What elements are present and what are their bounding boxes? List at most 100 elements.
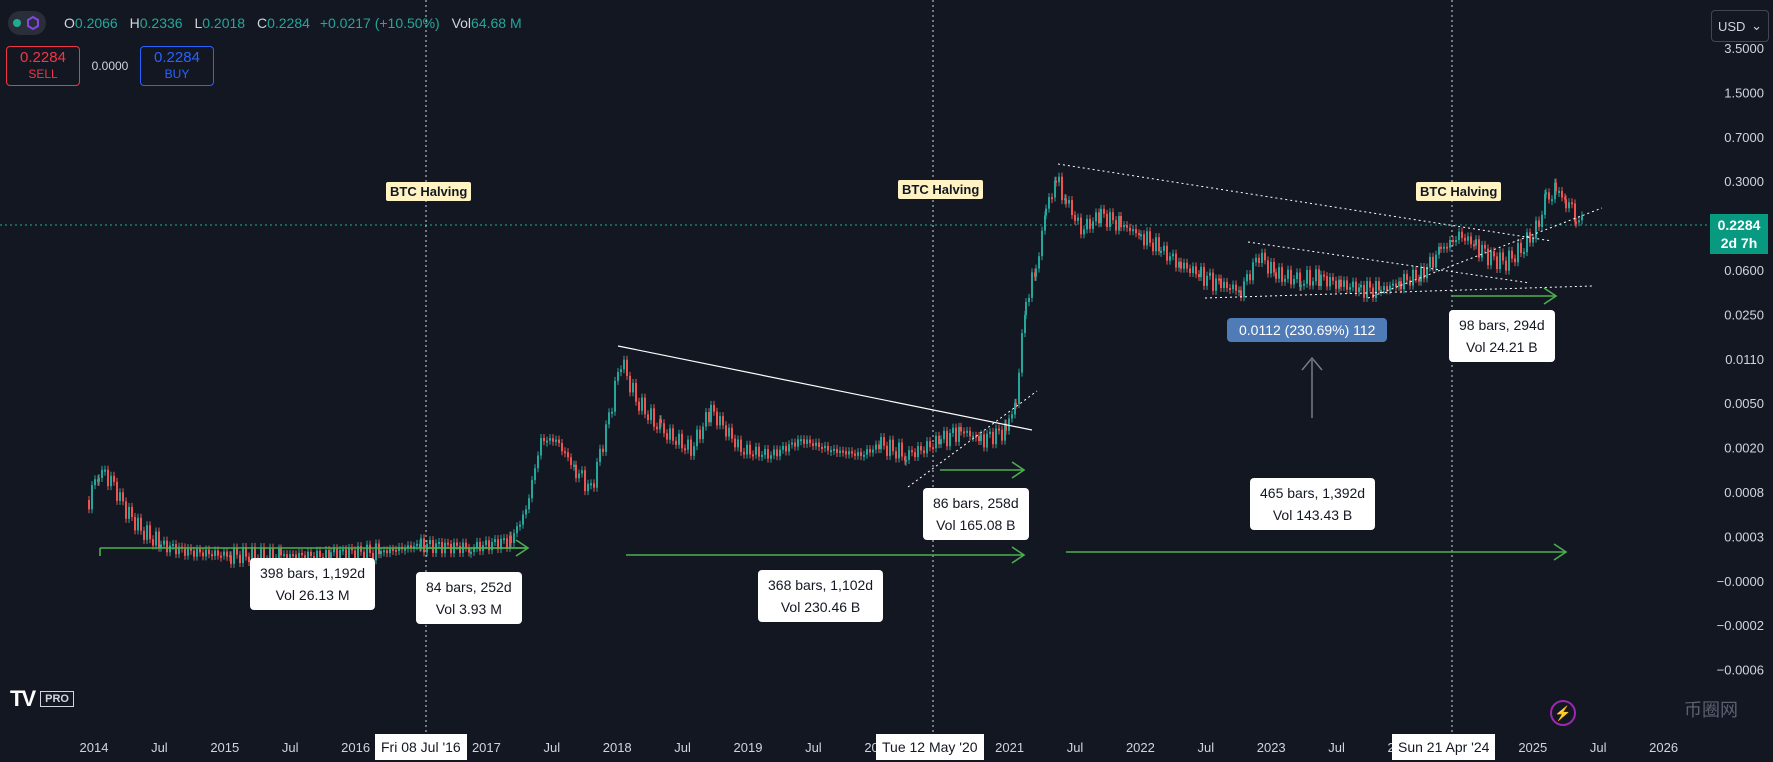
candle-body — [632, 382, 634, 393]
candle-body — [1229, 288, 1231, 291]
measure-label-5[interactable]: 465 bars, 1,392d Vol 143.43 B — [1250, 478, 1376, 530]
candle-body — [681, 433, 683, 449]
symbol-selector[interactable] — [8, 11, 46, 35]
candle-body — [1106, 213, 1108, 227]
candle-body — [378, 543, 380, 555]
volume-value: 64.68 M — [471, 15, 522, 31]
candle-body — [1490, 251, 1492, 266]
candle-body — [1449, 240, 1451, 248]
candle-body — [1293, 279, 1295, 285]
candle-body — [863, 454, 865, 457]
halving-label-2016[interactable]: BTC Halving — [386, 182, 472, 201]
candle-body — [1435, 254, 1437, 268]
candle-body — [672, 428, 674, 441]
open-label: O — [64, 15, 75, 31]
candle-body — [263, 547, 265, 560]
candle-body — [581, 470, 583, 474]
candle-body — [883, 437, 885, 446]
candle-body — [500, 538, 502, 550]
candle-body — [304, 555, 306, 559]
candle-body — [764, 448, 766, 455]
candle-body — [525, 509, 527, 515]
candle-body — [158, 531, 160, 548]
candle-body — [842, 450, 844, 453]
candle-body — [325, 549, 327, 558]
lightning-icon[interactable]: ⚡ — [1550, 700, 1576, 726]
time-tick: 2014 — [80, 740, 109, 755]
candle-body — [650, 408, 652, 421]
candle-body — [1044, 215, 1046, 231]
currency-selector[interactable]: USD ⌄ — [1711, 10, 1769, 42]
measure-label-1[interactable]: 398 bars, 1,192d Vol 26.13 M — [250, 558, 376, 610]
candle-body — [1581, 215, 1583, 221]
candle-body — [420, 538, 422, 548]
candle-body — [929, 441, 931, 448]
crosshair-date-1: Fri 08 Jul '16 — [375, 734, 467, 760]
candle-body — [1446, 246, 1448, 249]
candle-body — [791, 442, 793, 445]
time-tick: 2019 — [734, 740, 763, 755]
candle-body — [966, 430, 968, 433]
candle-body — [587, 483, 589, 492]
candle-body — [131, 506, 133, 517]
candle-body — [1415, 269, 1417, 279]
measure-label-3[interactable]: 368 bars, 1,102d Vol 230.46 B — [758, 570, 884, 622]
candle-body — [1249, 274, 1251, 281]
symbol-header: O0.2066 H0.2336 L0.2018 C0.2284 +0.0217 … — [8, 6, 522, 40]
measure-label-2[interactable]: 84 bars, 252d Vol 3.93 M — [416, 572, 522, 624]
candle-body — [465, 542, 467, 548]
price-range-label[interactable]: 0.0112 (230.69%) 112 — [1227, 318, 1388, 342]
candle-body — [1220, 278, 1222, 288]
candle-body — [1243, 281, 1245, 298]
market-status-icon — [13, 19, 21, 27]
candle-body — [1558, 190, 1560, 193]
candle-body — [516, 526, 518, 534]
candle-body — [278, 548, 280, 559]
sell-button[interactable]: 0.2284 SELL — [6, 46, 80, 86]
measure-label-6[interactable]: 98 bars, 294d Vol 24.21 B — [1449, 310, 1555, 362]
candle-body — [1152, 242, 1154, 252]
spread-value: 0.0000 — [91, 59, 129, 73]
candle-body — [995, 428, 997, 445]
candle-body — [872, 449, 874, 453]
candle-body — [1493, 251, 1495, 257]
halving-label-2024[interactable]: BTC Halving — [1416, 182, 1502, 201]
candle-body — [1189, 268, 1191, 274]
candle-body — [857, 452, 859, 456]
candle-body — [1215, 278, 1217, 291]
candle-body — [260, 547, 262, 561]
candle-body — [696, 429, 698, 447]
candle-body — [875, 444, 877, 450]
candle-body — [866, 449, 868, 455]
candle-body — [602, 448, 604, 452]
candle-body — [113, 475, 115, 482]
candle-body — [567, 452, 569, 458]
candle-body — [758, 446, 760, 457]
buy-label: BUY — [164, 67, 190, 81]
candle-body — [1109, 212, 1111, 227]
candle-body — [336, 548, 338, 565]
candle-body — [848, 451, 850, 455]
candle-body — [94, 479, 96, 486]
time-tick: Jul — [1067, 740, 1084, 755]
candle-body — [1514, 258, 1516, 263]
candle-body — [88, 500, 90, 510]
measure-label-4[interactable]: 86 bars, 258d Vol 165.08 B — [923, 488, 1029, 540]
tradingview-logo[interactable]: TV PRO — [10, 686, 74, 712]
halving-label-2020[interactable]: BTC Halving — [898, 180, 984, 199]
bar-countdown: 2d 7h — [1720, 235, 1758, 251]
price-tick: 0.0020 — [1724, 441, 1764, 456]
candle-body — [1155, 237, 1157, 252]
candle-body — [172, 543, 174, 546]
candle-body — [137, 517, 139, 531]
candle-body — [163, 540, 165, 545]
candle-body — [1340, 279, 1342, 287]
candle-body — [236, 547, 238, 555]
candle-body — [531, 480, 533, 499]
time-tick: 2023 — [1257, 740, 1286, 755]
buy-button[interactable]: 0.2284 BUY — [140, 46, 214, 86]
candle-body — [1035, 268, 1037, 277]
candle-body — [675, 440, 677, 445]
candle-body — [1015, 402, 1017, 405]
